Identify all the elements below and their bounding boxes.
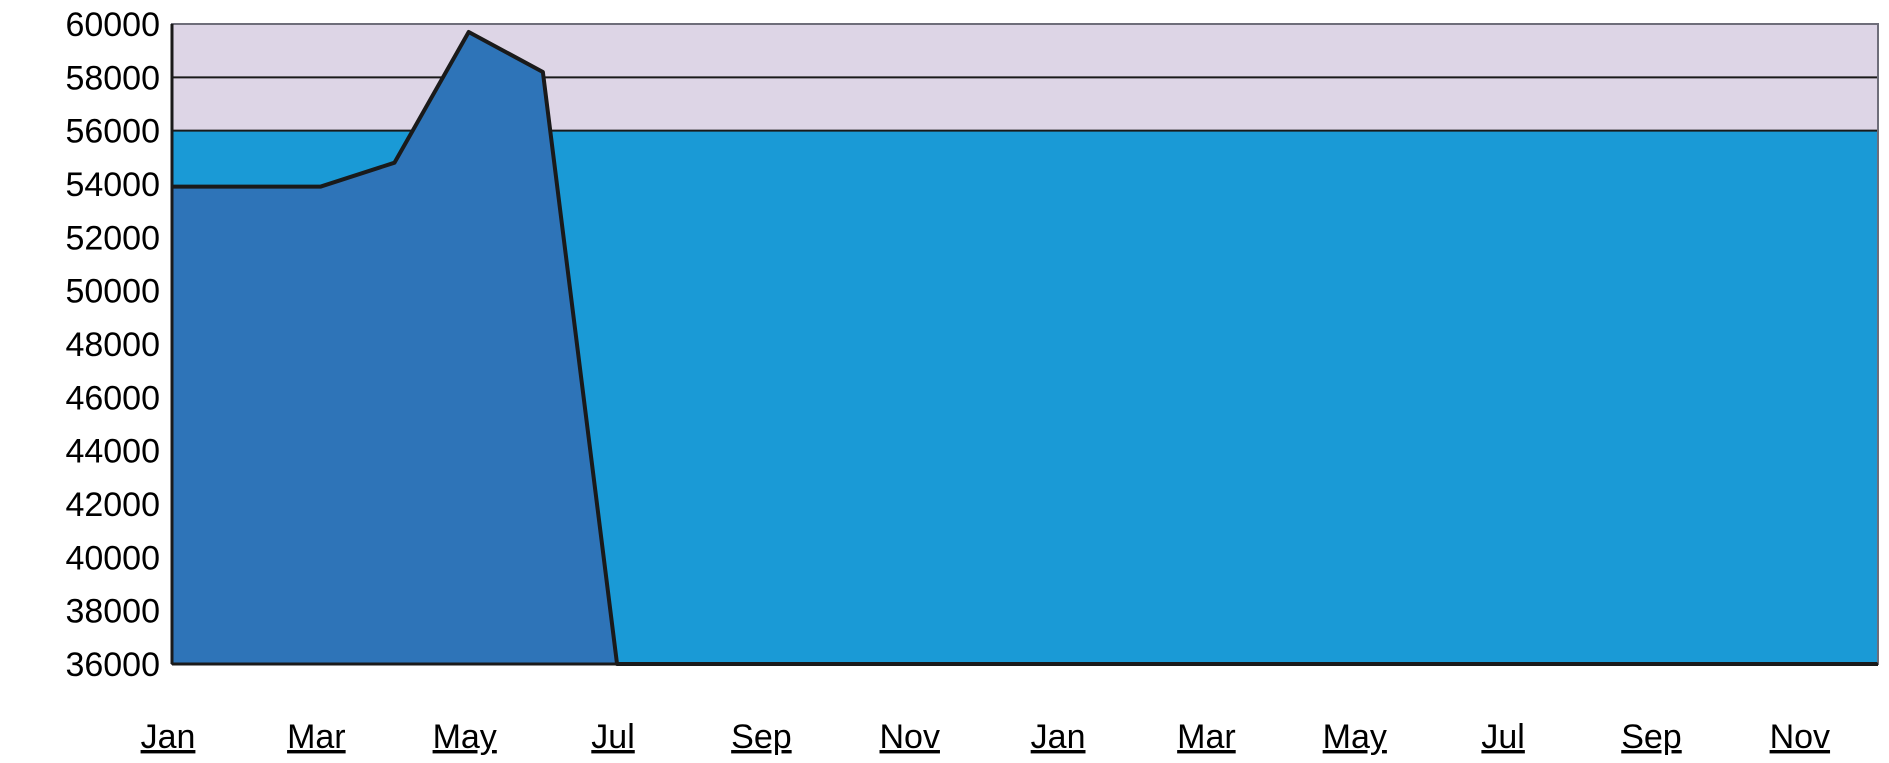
y-tick-label: 60000 [65,6,160,44]
y-tick-label: 42000 [65,486,160,524]
y-tick-label: 38000 [65,593,160,631]
x-axis-ticks: Jan Mar May Jul Sep Nov Jan Mar May Jul Sep Nov [141,718,1830,756]
x-tick-label: Jan [1031,718,1086,756]
x-tick-label: Sep [1621,718,1682,756]
y-tick-label: 44000 [65,433,160,471]
x-tick-label: Jul [1481,718,1524,756]
x-tick-label: Sep [731,718,792,756]
x-tick-label: Jan [141,718,196,756]
x-tick-label: May [433,718,497,756]
y-tick-label: 54000 [65,166,160,204]
y-tick-label: 36000 [65,646,160,684]
x-tick-label: Nov [1770,718,1830,756]
y-tick-label: 58000 [65,59,160,97]
y-tick-label: 50000 [65,273,160,311]
y-tick-label: 48000 [65,326,160,364]
x-tick-label: May [1323,718,1387,756]
x-tick-label: Nov [880,718,940,756]
series-area-fill [172,32,1878,664]
x-tick-label: Jul [591,718,634,756]
plot-frame [170,23,1879,666]
x-tick-label: Mar [287,718,346,756]
y-axis-ticks: 60000 58000 56000 54000 52000 50000 48000 46000… [65,6,160,684]
y-tick-label: 40000 [65,539,160,577]
y-tick-label: 52000 [65,219,160,257]
y-tick-label: 56000 [65,113,160,151]
y-tick-label: 46000 [65,379,160,417]
x-tick-label: Mar [1177,718,1236,756]
